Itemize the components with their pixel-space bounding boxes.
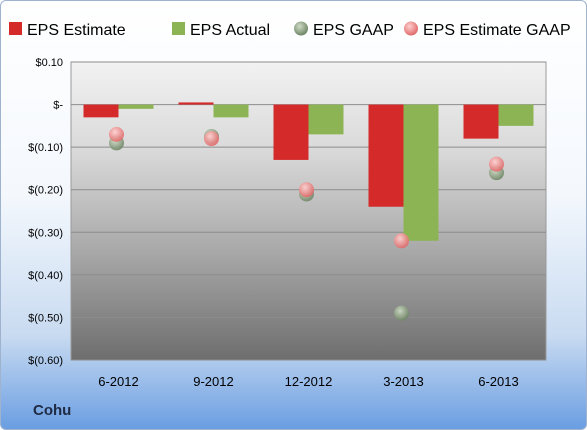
legend-label: EPS Estimate GAAP [423,22,571,39]
y-tick-label: $(0.60) [28,355,63,367]
y-axis-ticks: $0.10 $- $(0.10) $(0.20) $(0.30) $(0.40) $(0.5… [28,57,63,367]
y-tick-label: $(0.30) [28,227,63,239]
bar-eps-estimate [368,104,404,207]
x-axis-ticks: 6-2012 9-2012 12-2012 3-2013 6-2013 [98,374,518,389]
bar-eps-actual [308,104,344,135]
y-tick-label: $- [53,100,63,112]
legend-label: EPS Estimate [27,22,126,39]
y-tick-label: $(0.40) [28,270,63,282]
bar-eps-actual [498,104,534,126]
company-name: Cohu [33,402,72,419]
legend: EPS Estimate EPS Actual EPS GAAP EPS Estima… [9,21,571,39]
bar-eps-estimate [273,104,309,160]
y-tick-label: $(0.50) [28,312,63,324]
bar-eps-estimate [83,104,119,118]
y-tick-label: $0.10 [35,57,63,69]
y-tick-label: $(0.10) [28,142,63,154]
point-eps-estimate-gaap [394,233,409,249]
x-tick-label: 6-2012 [98,374,138,389]
bar-eps-actual [213,104,249,118]
x-tick-label: 3-2013 [383,374,423,389]
bar-eps-estimate [178,102,214,105]
point-eps-gaap [394,305,409,321]
legend-label: EPS Actual [190,22,270,39]
point-eps-estimate-gaap [204,131,219,147]
point-eps-estimate-gaap [489,156,504,172]
bar-eps-estimate [463,104,499,139]
point-eps-estimate-gaap [299,182,314,198]
x-tick-label: 6-2013 [478,374,518,389]
legend-label: EPS GAAP [313,22,394,39]
bar-eps-actual [118,104,154,109]
legend-swatch [9,22,22,35]
x-tick-label: 9-2012 [193,374,233,389]
y-tick-label: $(0.20) [28,185,63,197]
bars-layer [83,102,534,241]
legend-swatch [404,21,418,36]
legend-swatch [294,21,308,36]
legend-swatch [172,22,185,35]
x-tick-label: 12-2012 [285,374,333,389]
bar-eps-actual [403,104,439,241]
point-eps-estimate-gaap [109,126,124,142]
points-layer [109,126,504,321]
